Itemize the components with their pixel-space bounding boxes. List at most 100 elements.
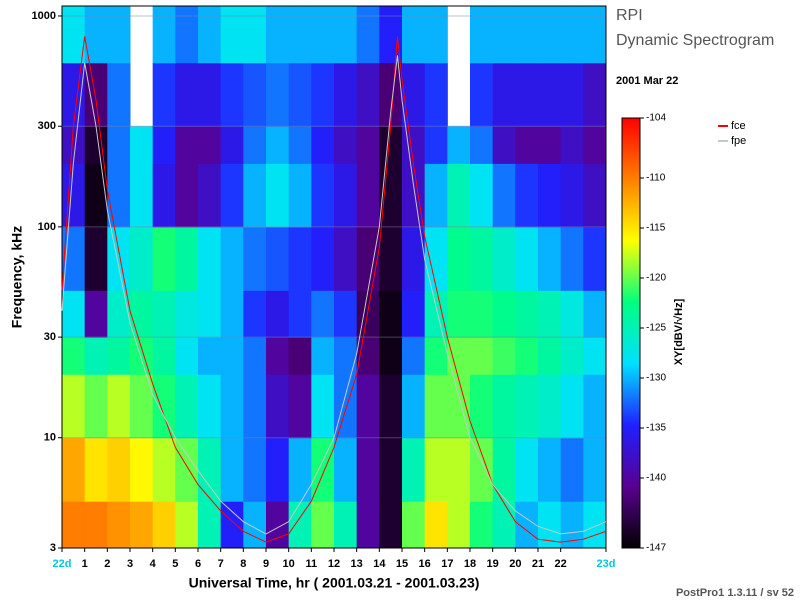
heat-cell: [130, 337, 154, 375]
heat-cell: [266, 226, 290, 291]
heat-cell: [492, 62, 516, 127]
heat-cell: [175, 6, 199, 64]
heat-cell: [62, 501, 86, 549]
heat-cell: [515, 290, 539, 338]
heat-cell: [243, 62, 267, 127]
heat-cell: [492, 337, 516, 375]
heat-cell: [288, 163, 312, 228]
y-tick-label: 300: [38, 120, 56, 132]
heat-cell: [560, 226, 584, 291]
heat-cell: [379, 126, 403, 164]
heat-cell: [356, 226, 380, 291]
heat-cell: [152, 374, 176, 439]
heat-cell: [152, 290, 176, 338]
heat-cell: [424, 62, 448, 127]
heat-cell: [198, 290, 222, 338]
colorbar-label: XY[dBV/√Hz]: [673, 298, 685, 365]
heat-cell: [560, 437, 584, 502]
heat-cell: [538, 337, 562, 375]
x-tick-label: 19: [487, 558, 499, 570]
heat-cell: [470, 6, 494, 64]
y-tick-label: 100: [38, 221, 56, 233]
heat-cell: [538, 501, 562, 549]
heat-cell: [220, 501, 244, 549]
heat-cell: [243, 226, 267, 291]
colorbar-tick-label: -120: [646, 273, 666, 284]
heat-cell: [515, 501, 539, 549]
heat-cell: [356, 6, 380, 64]
x-tick-label: 17: [441, 558, 453, 570]
heat-cell: [288, 337, 312, 375]
heat-cell: [470, 337, 494, 375]
heat-cell: [334, 501, 358, 549]
heat-cell: [560, 337, 584, 375]
heat-cell: [62, 374, 86, 439]
heat-cell: [583, 501, 607, 549]
heat-cell: [538, 62, 562, 127]
heat-cell: [84, 374, 108, 439]
colorbar-tick-label: -130: [646, 373, 666, 384]
heat-cell: [470, 290, 494, 338]
heat-cell: [266, 437, 290, 502]
x-tick-label: 12: [328, 558, 340, 570]
heat-cell: [402, 501, 426, 549]
heat-cell: [266, 501, 290, 549]
heat-cell: [379, 290, 403, 338]
heat-cell: [107, 126, 131, 164]
heat-cell: [152, 337, 176, 375]
chart-subtitle: Dynamic Spectrogram: [616, 32, 774, 49]
heat-cell: [107, 62, 131, 127]
heat-cell: [84, 290, 108, 338]
heat-cell: [402, 290, 426, 338]
heat-cell: [424, 226, 448, 291]
heat-cell: [402, 126, 426, 164]
heat-cell: [447, 374, 471, 439]
heat-cell: [583, 290, 607, 338]
x-tick-label: 16: [419, 558, 431, 570]
heat-cell: [515, 437, 539, 502]
heat-cell: [334, 437, 358, 502]
heat-cell: [288, 290, 312, 338]
heat-cell: [175, 62, 199, 127]
heat-cell: [311, 62, 335, 127]
heat-cell: [198, 374, 222, 439]
line-series: [61, 36, 607, 543]
y-tick-label: 30: [44, 331, 56, 343]
heat-cell: [538, 226, 562, 291]
x-tick-label: 23d: [597, 558, 616, 570]
heat-cell: [515, 126, 539, 164]
heat-cell: [356, 163, 380, 228]
heat-cell: [198, 437, 222, 502]
heat-cell: [583, 337, 607, 375]
heat-cell: [175, 290, 199, 338]
heat-cell: [334, 337, 358, 375]
heat-cell: [62, 163, 86, 228]
heat-cell: [220, 290, 244, 338]
heat-cell: [243, 126, 267, 164]
x-tick-label: 15: [396, 558, 408, 570]
heat-cell: [538, 6, 562, 64]
heat-cell: [538, 290, 562, 338]
heat-cell: [288, 374, 312, 439]
x-tick-label: 9: [263, 558, 269, 570]
date-label: 2001 Mar 22: [616, 75, 678, 87]
x-tick-label: 22d: [53, 558, 72, 570]
heat-cell: [130, 163, 154, 228]
heat-cell: [311, 501, 335, 549]
heat-cell: [243, 374, 267, 439]
heat-cell: [198, 226, 222, 291]
heat-cell: [84, 6, 108, 64]
heat-cell: [107, 163, 131, 228]
heat-cell: [62, 6, 86, 64]
heat-cell: [311, 337, 335, 375]
heat-cell: [311, 437, 335, 502]
heat-cell: [334, 226, 358, 291]
heat-cell: [424, 337, 448, 375]
heat-cell: [583, 437, 607, 502]
colorbar-tick-label: -125: [646, 323, 666, 334]
legend-label: fce: [731, 120, 746, 132]
x-axis-label: Universal Time, hr ( 2001.03.21 - 2001.0…: [189, 575, 480, 591]
heat-cell: [424, 501, 448, 549]
heat-cell: [220, 226, 244, 291]
heat-cell: [560, 6, 584, 64]
